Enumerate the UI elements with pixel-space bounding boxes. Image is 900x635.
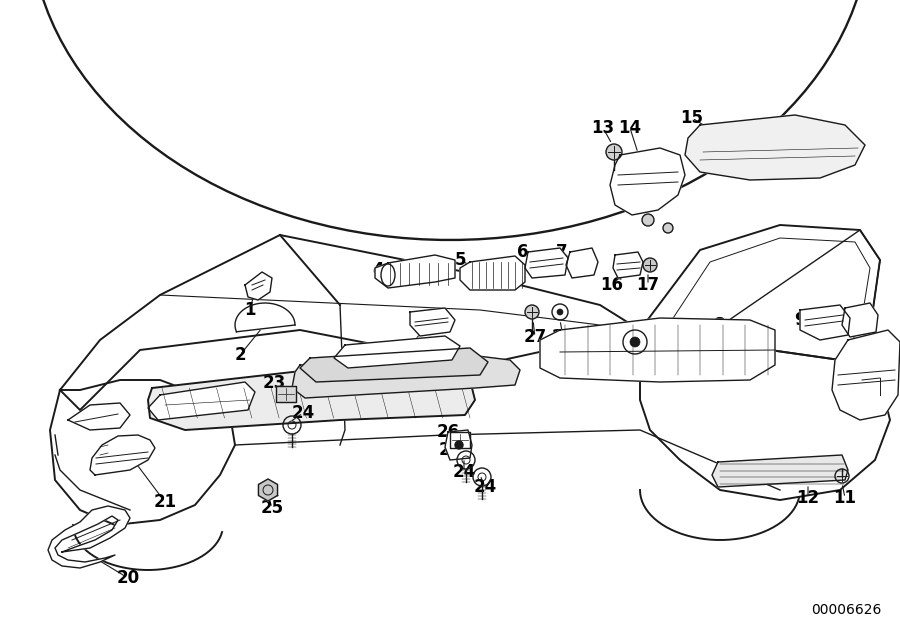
Text: 19: 19 <box>842 359 865 377</box>
Polygon shape <box>300 348 488 382</box>
Text: 18: 18 <box>636 349 660 367</box>
Polygon shape <box>525 248 568 278</box>
Text: 12: 12 <box>796 489 820 507</box>
Circle shape <box>630 337 640 347</box>
Text: 5: 5 <box>454 251 466 269</box>
Polygon shape <box>832 330 900 420</box>
Circle shape <box>525 305 539 319</box>
Polygon shape <box>566 248 598 278</box>
Polygon shape <box>445 430 472 460</box>
Polygon shape <box>292 355 520 398</box>
Text: 15: 15 <box>680 109 704 127</box>
Polygon shape <box>334 336 460 368</box>
Text: 27: 27 <box>524 328 546 346</box>
Polygon shape <box>450 432 470 448</box>
Circle shape <box>663 223 673 233</box>
Circle shape <box>557 309 563 315</box>
Text: 23: 23 <box>263 374 285 392</box>
Polygon shape <box>610 148 685 215</box>
Text: 23: 23 <box>438 441 462 459</box>
Circle shape <box>643 258 657 272</box>
Text: 22: 22 <box>186 389 210 407</box>
Text: 6: 6 <box>518 243 529 261</box>
Polygon shape <box>460 256 525 290</box>
Polygon shape <box>842 303 878 337</box>
Circle shape <box>606 144 622 160</box>
Text: 28: 28 <box>552 328 574 346</box>
Circle shape <box>455 441 463 449</box>
Text: 21: 21 <box>153 493 176 511</box>
Polygon shape <box>540 318 775 382</box>
Text: 7: 7 <box>556 243 568 261</box>
Polygon shape <box>148 382 255 420</box>
Polygon shape <box>375 255 455 288</box>
Polygon shape <box>276 386 296 402</box>
Text: 9: 9 <box>794 311 806 329</box>
Polygon shape <box>90 435 155 475</box>
Circle shape <box>642 214 654 226</box>
Polygon shape <box>800 305 850 340</box>
Text: 8: 8 <box>715 316 725 334</box>
Text: 1: 1 <box>244 301 256 319</box>
Polygon shape <box>245 272 272 300</box>
Polygon shape <box>148 370 475 430</box>
Text: 3: 3 <box>397 349 409 367</box>
Text: 4: 4 <box>373 261 383 279</box>
Polygon shape <box>685 115 865 180</box>
Text: 24: 24 <box>453 463 475 481</box>
Text: 11: 11 <box>833 489 857 507</box>
Text: 2: 2 <box>234 346 246 364</box>
Text: 10: 10 <box>829 311 851 329</box>
Text: 26: 26 <box>436 423 460 441</box>
Text: 13: 13 <box>591 119 615 137</box>
Text: 20: 20 <box>116 569 140 587</box>
Polygon shape <box>410 308 455 336</box>
Text: 24: 24 <box>292 404 315 422</box>
Polygon shape <box>258 479 277 501</box>
Text: 24: 24 <box>473 478 497 496</box>
Text: 16: 16 <box>600 276 624 294</box>
Text: 25: 25 <box>260 499 284 517</box>
Polygon shape <box>48 506 130 568</box>
Text: 17: 17 <box>636 276 660 294</box>
Text: 00006626: 00006626 <box>812 603 882 617</box>
Text: 14: 14 <box>618 119 642 137</box>
Polygon shape <box>613 252 643 278</box>
Polygon shape <box>712 455 848 487</box>
